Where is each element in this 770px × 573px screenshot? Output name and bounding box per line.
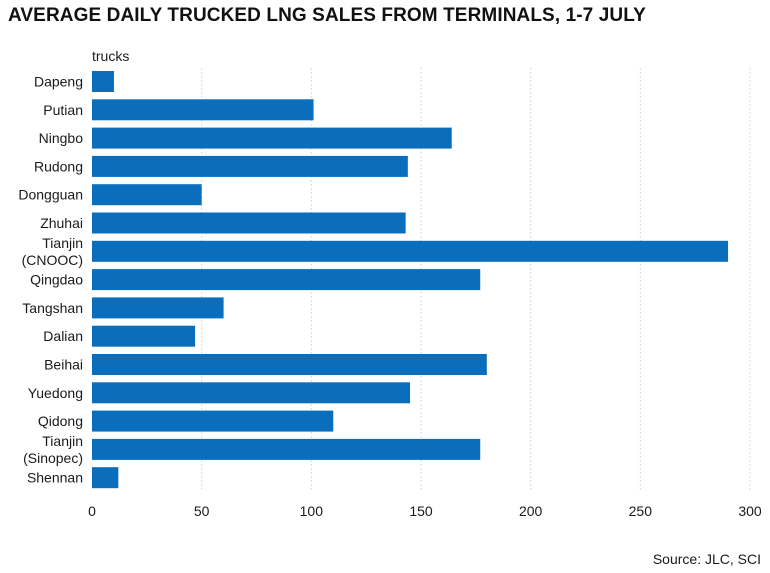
bar [92, 127, 452, 149]
bar [92, 240, 729, 262]
bar [92, 325, 196, 347]
x-tick-label: 200 [519, 503, 543, 519]
bar [92, 354, 487, 375]
category-label: Dalian [43, 328, 83, 344]
category-label: Tangshan [22, 300, 83, 316]
category-label: Beihai [44, 357, 83, 373]
category-label: Shennan [27, 470, 83, 486]
category-label: Tianjin (CNOOC) [22, 235, 83, 268]
bar [92, 155, 408, 177]
x-tick-label: 300 [738, 503, 762, 519]
category-labels: Dapeng Putian Ningbo Rudong Dongguan Zhuhai Ti… [18, 74, 83, 486]
x-tick-label: 250 [629, 503, 653, 519]
category-label: Yuedong [28, 385, 83, 401]
x-axis-tick-labels: 0 50 100 150 200 250 300 [88, 503, 762, 519]
bar [92, 467, 119, 489]
x-tick-label: 50 [194, 503, 210, 519]
source-note: Source: JLC, SCI [652, 551, 761, 567]
category-label: Qidong [38, 413, 83, 429]
bar [92, 212, 406, 234]
bar [92, 269, 481, 291]
bar [92, 438, 481, 460]
bar [92, 382, 411, 404]
bar [92, 184, 202, 206]
category-label: Qingdao [30, 272, 83, 288]
category-label: Rudong [34, 158, 83, 174]
unit-label: trucks [92, 48, 129, 64]
category-label: Tianjin (Sinopec) [23, 433, 83, 466]
chart-title: AVERAGE DAILY TRUCKED LNG SALES FROM TER… [8, 5, 646, 26]
category-label: Putian [43, 102, 83, 118]
bar [92, 410, 334, 432]
bar [92, 99, 314, 121]
category-label: Dapeng [34, 74, 83, 90]
bar [92, 297, 224, 319]
x-tick-label: 100 [300, 503, 324, 519]
bars [92, 71, 729, 489]
bar [92, 71, 114, 92]
category-label: Dongguan [18, 187, 83, 203]
category-label: Ningbo [39, 130, 84, 146]
x-tick-label: 150 [409, 503, 433, 519]
category-label: Zhuhai [40, 215, 83, 231]
x-tick-label: 0 [88, 503, 96, 519]
